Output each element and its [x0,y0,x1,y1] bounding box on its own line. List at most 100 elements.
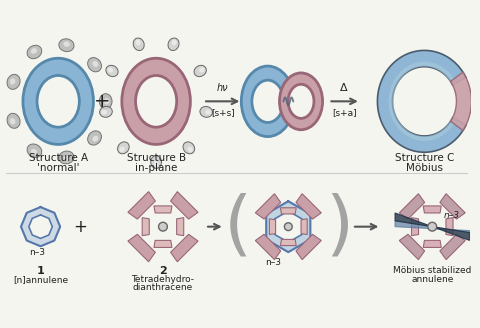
Ellipse shape [158,222,168,231]
Text: Möbius stabilized: Möbius stabilized [393,266,471,275]
Text: 2: 2 [159,266,167,276]
Text: annulene: annulene [411,275,454,284]
Polygon shape [128,192,156,219]
Ellipse shape [59,151,74,164]
Ellipse shape [31,48,37,54]
Ellipse shape [7,113,20,128]
Polygon shape [395,221,469,233]
Polygon shape [423,240,441,247]
Ellipse shape [428,222,437,231]
Polygon shape [154,206,172,213]
Ellipse shape [284,223,292,231]
Text: Δ: Δ [340,84,348,93]
Polygon shape [377,51,466,152]
Text: Structure A: Structure A [29,153,88,163]
Ellipse shape [23,58,94,144]
Ellipse shape [205,110,211,115]
Text: Structure B: Structure B [127,153,186,163]
Text: 1: 1 [36,266,45,276]
Text: Tetradehydro-: Tetradehydro- [132,275,194,284]
Polygon shape [280,208,296,214]
Ellipse shape [151,156,161,168]
Ellipse shape [288,84,314,118]
Ellipse shape [92,61,98,67]
Ellipse shape [104,98,109,105]
Text: ): ) [325,192,353,261]
Polygon shape [255,234,281,260]
Polygon shape [395,213,469,240]
Ellipse shape [92,136,98,142]
Polygon shape [440,234,465,260]
Ellipse shape [63,41,70,47]
Polygon shape [154,240,172,247]
Ellipse shape [183,142,195,154]
Polygon shape [451,72,471,131]
Polygon shape [296,234,321,260]
Text: [s+a]: [s+a] [332,108,357,117]
Polygon shape [170,234,198,262]
Ellipse shape [199,68,205,72]
Polygon shape [296,194,321,219]
Polygon shape [446,218,453,236]
Ellipse shape [172,40,177,45]
Ellipse shape [168,38,179,51]
Text: +: + [94,92,110,111]
Ellipse shape [31,149,37,154]
Ellipse shape [37,75,79,127]
Polygon shape [280,239,296,246]
Ellipse shape [101,110,107,115]
Ellipse shape [133,38,144,51]
Ellipse shape [108,68,113,72]
Ellipse shape [27,144,42,157]
Polygon shape [301,219,307,235]
Polygon shape [269,219,276,235]
Ellipse shape [106,65,118,77]
Ellipse shape [200,107,213,117]
Ellipse shape [187,147,193,152]
Polygon shape [399,234,425,260]
Ellipse shape [120,147,125,152]
Text: +: + [73,218,87,236]
Text: dianthracene: dianthracene [133,283,193,293]
Text: [n]annulene: [n]annulene [13,275,68,284]
Ellipse shape [27,45,42,59]
Text: n–3: n–3 [265,258,281,267]
Ellipse shape [88,131,101,145]
Polygon shape [142,218,149,236]
Polygon shape [423,206,441,213]
Ellipse shape [63,156,70,161]
Ellipse shape [194,65,206,77]
Polygon shape [170,192,198,219]
Polygon shape [128,234,156,262]
Polygon shape [411,218,419,236]
Ellipse shape [154,161,158,167]
Polygon shape [266,201,311,252]
Ellipse shape [118,142,129,154]
Text: in-plane: in-plane [135,163,177,173]
Ellipse shape [7,74,20,89]
Polygon shape [255,194,281,219]
Text: Möbius: Möbius [406,163,443,173]
Ellipse shape [135,40,141,45]
Text: Structure C: Structure C [395,153,454,163]
Ellipse shape [252,80,284,122]
Text: (: ( [224,192,252,261]
Polygon shape [177,218,184,236]
Ellipse shape [10,78,15,85]
Ellipse shape [100,107,112,117]
Ellipse shape [241,66,294,136]
Ellipse shape [59,39,74,51]
Polygon shape [29,215,52,238]
Ellipse shape [122,58,191,144]
Polygon shape [399,194,425,219]
Polygon shape [21,207,60,246]
Text: 'normal': 'normal' [37,163,79,173]
Text: hν: hν [217,84,228,93]
Polygon shape [440,194,465,219]
Text: n–3: n–3 [29,248,45,257]
Ellipse shape [279,73,323,130]
Text: n–3: n–3 [444,211,460,220]
Text: [s+s]: [s+s] [211,108,235,117]
Ellipse shape [88,57,101,72]
Ellipse shape [10,118,15,124]
